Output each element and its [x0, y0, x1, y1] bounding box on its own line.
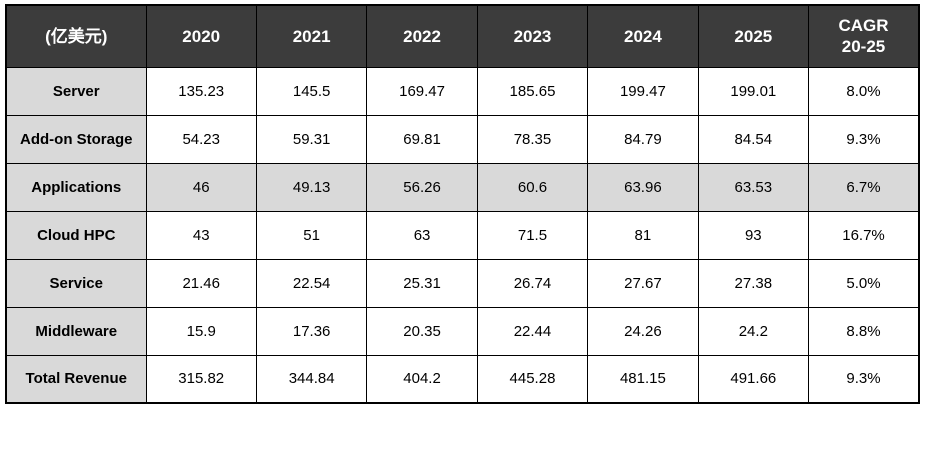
data-cell-applications-2020: 46: [145, 162, 257, 212]
data-cell-total-revenue-2020: 315.82: [145, 354, 257, 404]
data-cell-applications-2022: 56.26: [366, 162, 478, 212]
data-cell-service-2024: 27.67: [587, 258, 699, 308]
data-cell-applications-2024: 63.96: [587, 162, 699, 212]
row-label-total-revenue: Total Revenue: [5, 354, 147, 404]
data-cell-add-on-storage-cagr-20-25: 9.3%: [808, 114, 920, 164]
header-row: (亿美元) 2020 2021 2022 2023 2024 2025 CAGR 20-25: [5, 4, 920, 68]
data-cell-middleware-2025: 24.2: [697, 306, 810, 356]
data-cell-cloud-hpc-2023: 71.5: [476, 210, 589, 260]
data-cell-cloud-hpc-2020: 43: [145, 210, 257, 260]
column-header-2025: 2025: [697, 4, 810, 68]
data-cell-server-2024: 199.47: [587, 66, 699, 116]
data-cell-service-2021: 22.54: [255, 258, 368, 308]
data-cell-middleware-2022: 20.35: [366, 306, 478, 356]
revenue-table: (亿美元) 2020 2021 2022 2023 2024 2025 CAGR 20-25 …: [5, 4, 920, 404]
data-cell-total-revenue-2023: 445.28: [476, 354, 589, 404]
data-cell-service-cagr-20-25: 5.0%: [808, 258, 920, 308]
table-row-add-on-storage: Add-on Storage 54.23 59.31 69.81 78.35 84.79 8…: [5, 114, 920, 164]
data-cell-service-2025: 27.38: [697, 258, 810, 308]
data-cell-add-on-storage-2022: 69.81: [366, 114, 478, 164]
data-cell-applications-2023: 60.6: [476, 162, 589, 212]
data-cell-server-2025: 199.01: [697, 66, 810, 116]
data-cell-applications-2025: 63.53: [697, 162, 810, 212]
data-cell-total-revenue-2021: 344.84: [255, 354, 368, 404]
data-cell-total-revenue-2024: 481.15: [587, 354, 699, 404]
row-label-middleware: Middleware: [5, 306, 147, 356]
table-body: Server 135.23 145.5 169.47 185.65 199.47 199.0…: [5, 66, 920, 404]
row-label-cloud-hpc: Cloud HPC: [5, 210, 147, 260]
column-header-2024: 2024: [587, 4, 699, 68]
data-cell-middleware-2020: 15.9: [145, 306, 257, 356]
data-cell-middleware-2021: 17.36: [255, 306, 368, 356]
row-label-service: Service: [5, 258, 147, 308]
column-header-2021: 2021: [255, 4, 368, 68]
table-row-cloud-hpc: Cloud HPC 43 51 63 71.5 81 93 16.7%: [5, 210, 920, 260]
data-cell-add-on-storage-2023: 78.35: [476, 114, 589, 164]
data-cell-add-on-storage-2020: 54.23: [145, 114, 257, 164]
data-cell-cloud-hpc-cagr-20-25: 16.7%: [808, 210, 920, 260]
data-cell-middleware-2023: 22.44: [476, 306, 589, 356]
data-cell-service-2023: 26.74: [476, 258, 589, 308]
data-cell-cloud-hpc-2025: 93: [697, 210, 810, 260]
data-cell-middleware-cagr-20-25: 8.8%: [808, 306, 920, 356]
column-header-2023: 2023: [476, 4, 589, 68]
table-row-middleware: Middleware 15.9 17.36 20.35 22.44 24.26 24.2 8.…: [5, 306, 920, 356]
data-cell-applications-2021: 49.13: [255, 162, 368, 212]
column-header-2020: 2020: [145, 4, 257, 68]
data-cell-server-2020: 135.23: [145, 66, 257, 116]
data-cell-middleware-2024: 24.26: [587, 306, 699, 356]
data-cell-total-revenue-cagr-20-25: 9.3%: [808, 354, 920, 404]
data-cell-add-on-storage-2021: 59.31: [255, 114, 368, 164]
column-header-cagr-20-25: CAGR 20-25: [808, 4, 920, 68]
table-header: (亿美元) 2020 2021 2022 2023 2024 2025 CAGR 20-25: [5, 4, 920, 68]
data-cell-cloud-hpc-2022: 63: [366, 210, 478, 260]
data-cell-cloud-hpc-2021: 51: [255, 210, 368, 260]
data-cell-server-2021: 145.5: [255, 66, 368, 116]
row-label-applications: Applications: [5, 162, 147, 212]
column-header-2022: 2022: [366, 4, 478, 68]
unit-label: (亿美元): [5, 4, 147, 68]
table-row-total-revenue: Total Revenue 315.82 344.84 404.2 445.28 481.…: [5, 354, 920, 404]
data-cell-cloud-hpc-2024: 81: [587, 210, 699, 260]
table-row-service: Service 21.46 22.54 25.31 26.74 27.67 27.38 5.0…: [5, 258, 920, 308]
row-label-add-on-storage: Add-on Storage: [5, 114, 147, 164]
row-label-server: Server: [5, 66, 147, 116]
data-cell-server-2022: 169.47: [366, 66, 478, 116]
data-cell-service-2020: 21.46: [145, 258, 257, 308]
data-cell-total-revenue-2025: 491.66: [697, 354, 810, 404]
data-cell-applications-cagr-20-25: 6.7%: [808, 162, 920, 212]
table-row-applications: Applications 46 49.13 56.26 60.6 63.96 63.53 6.…: [5, 162, 920, 212]
table-row-server: Server 135.23 145.5 169.47 185.65 199.47 199.0…: [5, 66, 920, 116]
data-cell-service-2022: 25.31: [366, 258, 478, 308]
data-cell-server-2023: 185.65: [476, 66, 589, 116]
data-cell-add-on-storage-2024: 84.79: [587, 114, 699, 164]
data-cell-add-on-storage-2025: 84.54: [697, 114, 810, 164]
data-cell-total-revenue-2022: 404.2: [366, 354, 478, 404]
data-cell-server-cagr-20-25: 8.0%: [808, 66, 920, 116]
